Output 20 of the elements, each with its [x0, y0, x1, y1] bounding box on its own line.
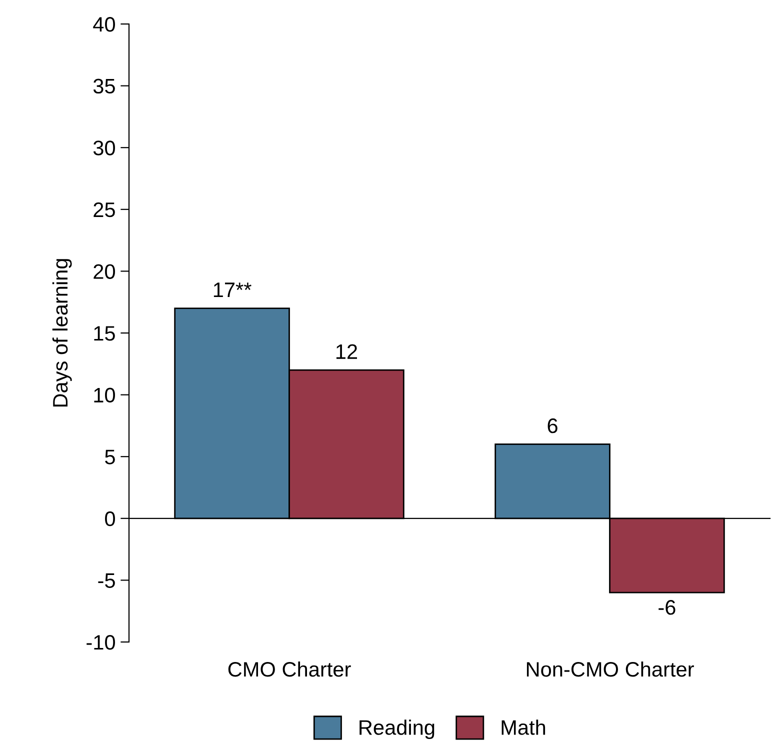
y-tick-label: 20	[94, 264, 115, 279]
y-tick-label: 0	[105, 511, 115, 526]
y-tick-label: 5	[105, 450, 115, 464]
data-label: 12	[336, 344, 357, 359]
y-axis-title: Days of learning	[52, 259, 72, 407]
x-tick-label: CMO Charter	[228, 661, 351, 677]
y-tick-label: -10	[86, 635, 115, 650]
y-tick-label: 15	[94, 326, 115, 341]
y-tick-label: 30	[93, 140, 115, 156]
y-tick-label: 10	[94, 388, 115, 403]
legend-label: Math	[502, 720, 546, 735]
y-tick-label: -5	[98, 573, 115, 588]
data-label: -6	[658, 600, 676, 615]
data-label: 17**	[214, 282, 252, 298]
y-tick-label: 25	[94, 202, 115, 218]
y-tick-label: 40	[93, 17, 115, 32]
legend-label: Reading	[360, 720, 434, 740]
y-tick-label: 35	[93, 78, 115, 94]
x-tick-label: Non-CMO Charter	[526, 661, 694, 677]
data-label: 6	[548, 418, 558, 434]
